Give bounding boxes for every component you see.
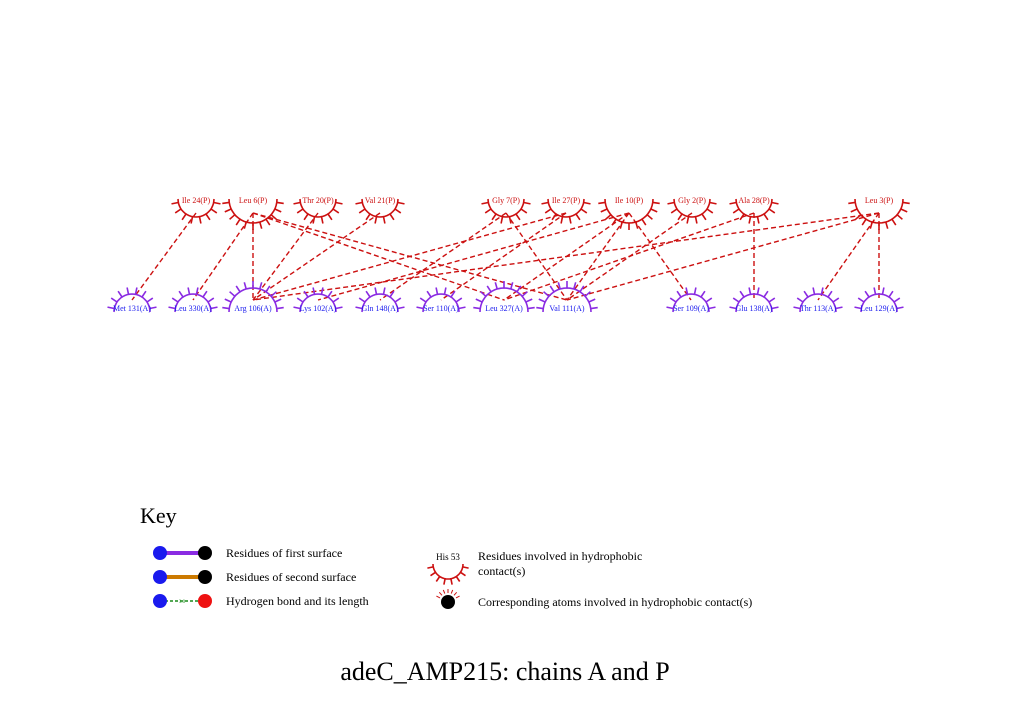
residue-label-met131: Met 131(A) <box>113 304 151 313</box>
residue-leu129: Leu 129(A) <box>855 288 904 314</box>
contact-line-ile10-ser109 <box>629 213 691 300</box>
first-surface-label: Residues of first surface <box>226 546 342 560</box>
hbond-label: Hydrogen bond and its length <box>226 594 369 608</box>
residue-gln148: Gln 148(A) <box>356 288 405 314</box>
residue-label-thr113: Thr 113(A) <box>800 304 837 313</box>
second-surface-label: Residues of second surface <box>226 570 356 584</box>
residue-leu330: Leu 330(A) <box>169 288 218 314</box>
contact-line-leu6-leu327 <box>253 213 504 300</box>
residue-label-ala28: Ala 28(P) <box>738 196 770 205</box>
contact-line-ile24-met131 <box>132 213 196 300</box>
residue-label-leu327: Leu 327(A) <box>485 304 523 313</box>
legend-corresponding-atoms: Corresponding atoms involved in hydropho… <box>436 589 752 609</box>
residue-ile27: Ile 27(P) <box>542 196 591 224</box>
residue-label-arg106: Arg 106(A) <box>234 304 272 313</box>
residue-val21: Val 21(P) <box>356 196 405 224</box>
contact-line-leu6-leu330 <box>193 213 253 300</box>
residue-label-thr20: Thr 20(P) <box>302 196 334 205</box>
residue-ser109: Ser 109(A) <box>667 288 716 314</box>
residue-met131: Met 131(A) <box>108 288 157 314</box>
legend-title: Key <box>140 503 177 528</box>
contact-line-leu3-val111 <box>567 213 879 300</box>
contact-line-gly7-val111 <box>506 213 567 300</box>
residue-lys102: Lys 102(A) <box>294 288 343 314</box>
contacts-layer <box>132 213 879 300</box>
black-atom <box>198 570 212 584</box>
contact-line-thr20-arg106 <box>253 213 318 300</box>
legend-hydrophobic-residue: His 53 Residues involved in hydrophobic … <box>427 549 642 585</box>
contact-line-ile10-val111 <box>567 213 629 300</box>
legend-second-surface: Residues of second surface <box>153 570 356 584</box>
residue-leu327: Leu 327(A) <box>473 281 534 313</box>
red-atom <box>198 594 212 608</box>
residue-gly7: Gly 7(P) <box>482 196 531 224</box>
sample-residue-label: His 53 <box>436 552 460 562</box>
residue-label-ile10: Ile 10(P) <box>615 196 644 205</box>
residue-label-leu129: Leu 129(A) <box>860 304 898 313</box>
residue-label-ser109: Ser 109(A) <box>673 304 709 313</box>
corresponding-atoms-label: Corresponding atoms involved in hydropho… <box>478 595 752 609</box>
chain-a-residues: Met 131(A) Leu 330(A) Arg 106(A) Lys 102(A)… <box>108 281 904 313</box>
residue-glu138: Glu 138(A) <box>730 288 779 314</box>
hydrophobic-label-2: contact(s) <box>478 564 525 578</box>
residue-label-ile27: Ile 27(P) <box>552 196 581 205</box>
black-atom <box>198 546 212 560</box>
legend-hbond: 3.0 Hydrogen bond and its length <box>153 594 369 608</box>
legend-first-surface: Residues of first surface <box>153 546 342 560</box>
diagram-caption: adeC_AMP215: chains A and P <box>340 657 669 686</box>
contact-line-leu3-arg106 <box>253 213 879 300</box>
residue-label-ile24: Ile 24(P) <box>182 196 211 205</box>
blue-atom <box>153 570 167 584</box>
blue-atom <box>153 546 167 560</box>
residue-thr113: Thr 113(A) <box>794 288 843 314</box>
residue-label-val21: Val 21(P) <box>365 196 396 205</box>
residue-label-leu3: Leu 3(P) <box>865 196 894 205</box>
residue-thr20: Thr 20(P) <box>294 196 343 224</box>
residue-label-ser110: Ser 110(A) <box>423 304 459 313</box>
residue-label-gly2: Gly 2(P) <box>678 196 706 205</box>
contact-line-val21-arg106 <box>253 213 380 300</box>
residue-label-glu138: Glu 138(A) <box>735 304 772 313</box>
residue-label-val111: Val 111(A) <box>549 304 585 313</box>
residue-ile24: Ile 24(P) <box>172 196 221 224</box>
contact-line-leu3-thr113 <box>818 213 879 300</box>
residue-ser110: Ser 110(A) <box>417 288 466 314</box>
hydrophobic-arc-icon <box>427 564 468 585</box>
legend: Key Residues of first surface Residues o… <box>140 503 752 609</box>
residue-label-leu6: Leu 6(P) <box>239 196 268 205</box>
residue-label-lys102: Lys 102(A) <box>300 304 337 313</box>
hbond-length-label: 3.0 <box>179 600 186 605</box>
black-atom <box>441 595 455 609</box>
residue-gly2: Gly 2(P) <box>668 196 717 224</box>
blue-atom <box>153 594 167 608</box>
chain-p-residues: Ile 24(P) Leu 6(P) Thr 20(P) Val 21(P) Gly 7… <box>172 196 910 230</box>
residue-label-leu330: Leu 330(A) <box>174 304 212 313</box>
residue-label-gly7: Gly 7(P) <box>492 196 520 205</box>
hydrophobic-label-1: Residues involved in hydrophobic <box>478 549 642 563</box>
residue-label-gln148: Gln 148(A) <box>361 304 398 313</box>
